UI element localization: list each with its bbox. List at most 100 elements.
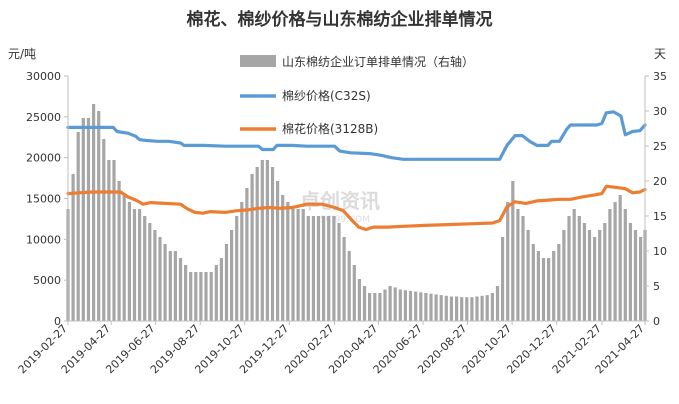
bar: [204, 272, 208, 321]
bar: [332, 216, 336, 321]
bar: [536, 251, 540, 321]
bar: [117, 181, 121, 321]
bar: [521, 216, 525, 321]
bar: [92, 104, 96, 321]
bar: [567, 216, 571, 321]
bar: [439, 295, 443, 321]
bar: [184, 265, 188, 321]
bar: [214, 265, 218, 321]
left-tick-label: 25000: [26, 111, 61, 124]
bar: [127, 202, 131, 321]
bar: [373, 293, 377, 321]
bar: [286, 202, 290, 321]
bar: [245, 188, 249, 321]
bar: [490, 293, 494, 321]
bar: [424, 293, 428, 321]
left-tick-label: 0: [54, 315, 61, 328]
bar: [639, 237, 643, 321]
right-tick-label: 0: [653, 315, 660, 328]
bar: [219, 258, 223, 321]
bar: [327, 216, 331, 321]
bar: [403, 290, 407, 321]
bar: [209, 272, 213, 321]
bar: [552, 251, 556, 321]
cotton-price-line: [66, 184, 647, 232]
bar: [122, 195, 126, 321]
bar: [470, 297, 474, 321]
bar: [414, 291, 418, 321]
bar: [582, 223, 586, 321]
right-tick-label: 30: [653, 105, 667, 118]
left-tick-label: 15000: [26, 193, 61, 206]
right-tick-label: 35: [653, 70, 667, 83]
bar: [143, 216, 147, 321]
bar: [460, 297, 464, 321]
right-axis-unit: 天: [654, 47, 666, 61]
bar: [541, 258, 546, 321]
line-series: [66, 110, 647, 232]
bar: [276, 181, 280, 321]
right-tick-label: 15: [653, 210, 667, 223]
bar: [199, 272, 203, 321]
bar: [475, 296, 479, 321]
bar: [495, 286, 500, 321]
bar: [357, 279, 361, 321]
bar: [189, 272, 193, 321]
left-tick-label: 5000: [33, 274, 61, 287]
right-tick-label: 20: [653, 175, 667, 188]
legend-label-yarn: 棉纱价格(C32S): [282, 88, 371, 103]
bar: [526, 230, 530, 321]
bar: [281, 195, 285, 321]
bar: [628, 223, 632, 321]
bar: [138, 209, 142, 321]
bar: [296, 209, 300, 321]
legend-label-cotton: 棉花价格(3128B): [282, 121, 378, 136]
bar: [516, 209, 520, 321]
bar: [86, 118, 91, 321]
bar: [362, 286, 367, 321]
bar: [240, 202, 244, 321]
bar: [623, 209, 627, 321]
bar: [224, 244, 229, 321]
bar: [449, 296, 453, 321]
bar: [531, 244, 535, 321]
bar: [455, 296, 459, 321]
bar: [178, 258, 183, 321]
bar: [173, 251, 177, 321]
bar: [230, 230, 234, 321]
bar: [112, 160, 116, 321]
bar: [148, 223, 152, 321]
bar: [587, 230, 592, 321]
bar: [408, 290, 413, 321]
legend-label-bars: 山东棉纺企业订单排单情况（右轴）: [282, 54, 474, 69]
bar: [265, 160, 269, 321]
bar: [316, 216, 321, 321]
bar: [81, 118, 85, 321]
bar: [434, 294, 438, 321]
bar: [572, 209, 576, 321]
bar: [168, 251, 172, 321]
bar: [71, 174, 75, 321]
bar: [347, 251, 351, 321]
bar: [398, 289, 402, 321]
bar: [270, 167, 275, 321]
left-tick-label: 30000: [26, 70, 61, 83]
bar: [383, 289, 387, 321]
bar: [291, 209, 295, 321]
bar: [322, 216, 326, 321]
bar: [444, 295, 448, 321]
right-tick-label: 10: [653, 245, 667, 258]
bar: [153, 230, 157, 321]
bar: [194, 272, 198, 321]
bar: [235, 216, 239, 321]
bar: [506, 202, 510, 321]
bar: [255, 167, 259, 321]
bar: [618, 195, 622, 321]
bar: [465, 297, 469, 321]
bar: [352, 265, 356, 321]
bar: [608, 209, 612, 321]
bar: [311, 216, 315, 321]
bar: [562, 230, 566, 321]
bar: [102, 139, 106, 321]
